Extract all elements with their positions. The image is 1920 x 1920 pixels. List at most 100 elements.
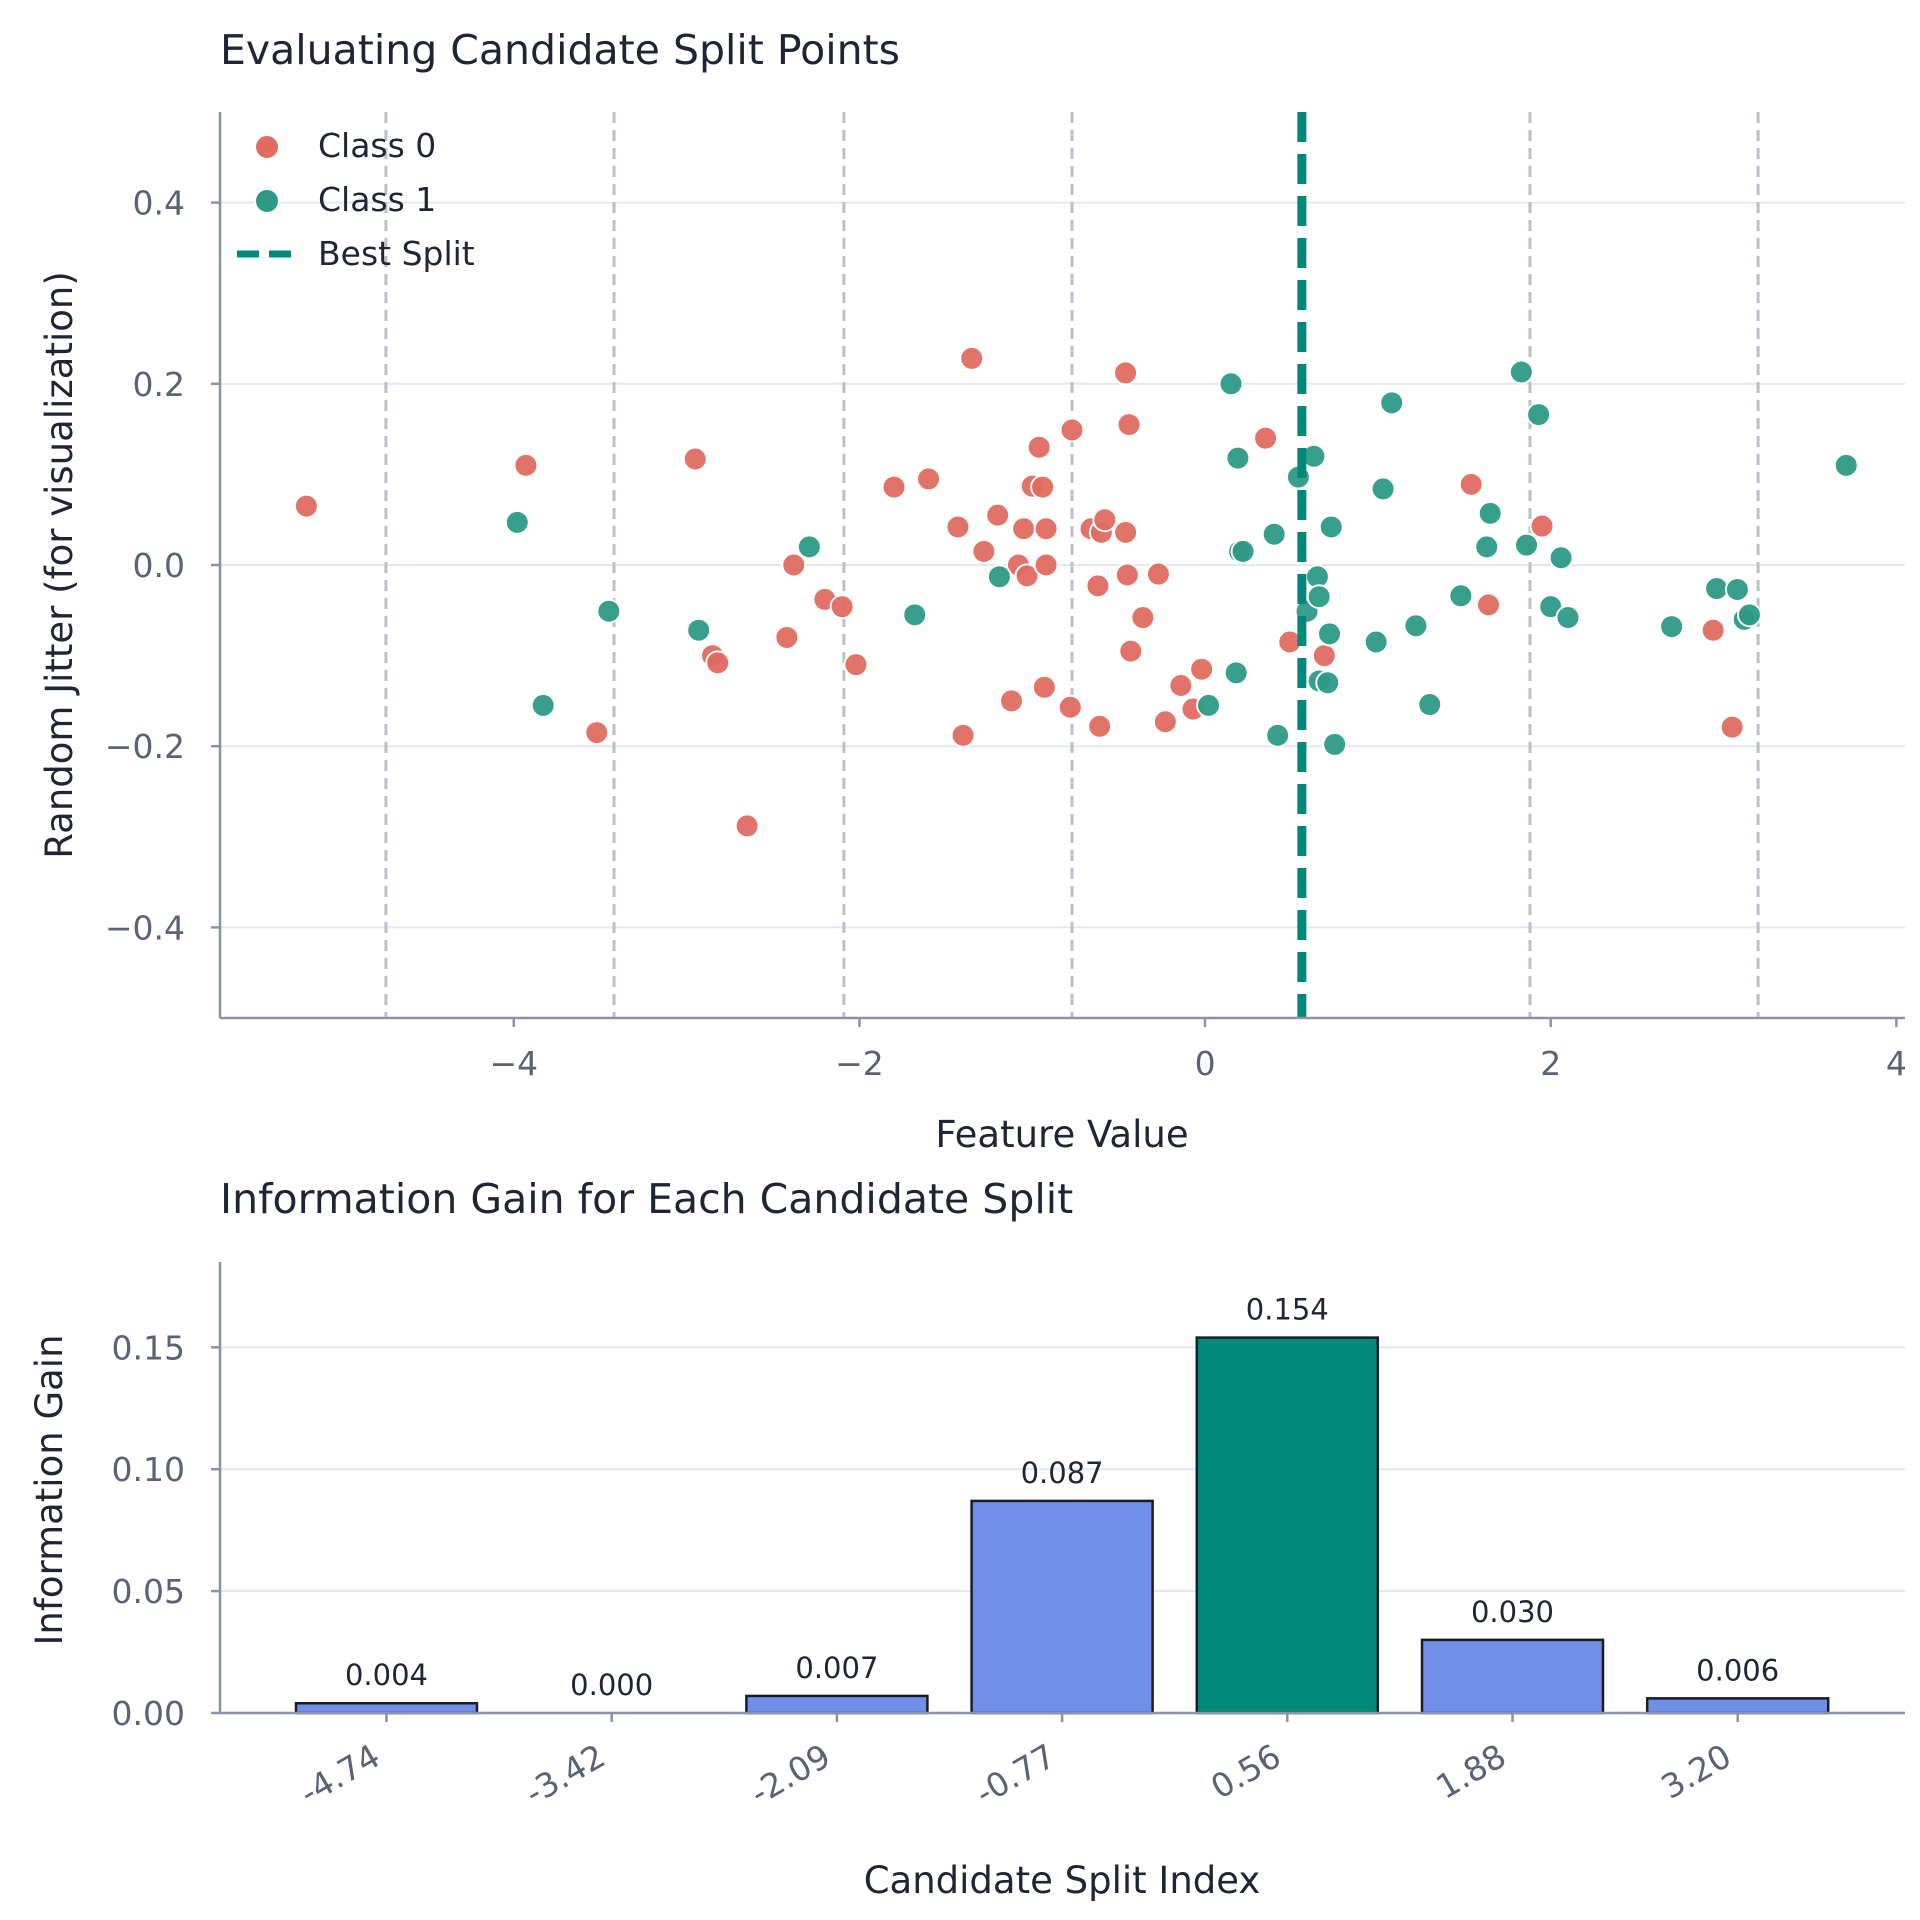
scatter-title: Evaluating Candidate Split Points xyxy=(220,26,900,74)
scatter-points xyxy=(293,345,1859,839)
class-0-point-29 xyxy=(1057,694,1083,720)
class-0-point-47 xyxy=(1253,425,1279,451)
class-0-point-17 xyxy=(971,538,997,564)
class-0-point-24 xyxy=(1026,434,1052,460)
class-0-point-54 xyxy=(1719,714,1745,740)
class-0-point-27 xyxy=(1033,516,1059,542)
class-1-point-29 xyxy=(1417,692,1443,718)
legend: Class 0 Class 1 Best Split xyxy=(237,126,475,273)
class-0-point-1 xyxy=(513,452,539,478)
class-0-point-39 xyxy=(1116,412,1142,438)
bar-value-labels: 0.004 0.000 0.007 0.087 0.154 0.030 0.006 xyxy=(345,1293,1779,1702)
class-1-point-14 xyxy=(1265,722,1291,748)
class-0-point-12 xyxy=(881,474,907,500)
bar-y-tick-label-1: 0.05 xyxy=(112,1572,185,1611)
class-1-point-1 xyxy=(530,692,556,718)
bar-4 xyxy=(1195,1336,1380,1715)
class-0-point-41 xyxy=(1130,605,1156,631)
class-1-point-41 xyxy=(1724,576,1750,602)
bar-y-axis-label: Information Gain xyxy=(28,1334,71,1645)
class-1-point-19 xyxy=(1306,584,1332,610)
scatter-chart: Evaluating Candidate Split Points −4 −2 0 2… xyxy=(38,26,1907,1156)
class-0-point-13 xyxy=(916,466,942,492)
bar-x-tick-label-1: -3.42 xyxy=(518,1736,611,1812)
class-0-point-50 xyxy=(1458,471,1484,497)
bar-0 xyxy=(294,1701,479,1715)
class-0-point-33 xyxy=(1087,713,1113,739)
class-1-point-0 xyxy=(504,509,530,535)
class-0-point-18 xyxy=(985,502,1011,528)
bar-x-ticks: -4.74 -3.42 -2.09 -0.77 0.56 1.88 3.20 xyxy=(293,1713,1739,1813)
class-1-point-28 xyxy=(1403,613,1429,639)
class-0-point-26 xyxy=(1031,674,1057,700)
scatter-y-tick-label-3: 0.2 xyxy=(133,365,185,404)
class-1-point-38 xyxy=(1555,605,1581,631)
bar-x-tick-label-4: 0.56 xyxy=(1204,1736,1287,1807)
class-1-point-27 xyxy=(1379,390,1405,416)
class-1-point-26 xyxy=(1370,476,1396,502)
scatter-y-tick-label-2: 0.0 xyxy=(133,546,185,585)
bar-6 xyxy=(1645,1697,1830,1715)
class-1-point-35 xyxy=(1526,402,1552,428)
class-1-point-5 xyxy=(902,602,928,628)
legend-class-1-label: Class 1 xyxy=(318,180,436,219)
class-0-point-0 xyxy=(293,493,319,519)
class-0-point-8 xyxy=(781,552,807,578)
class-0-point-10 xyxy=(829,594,855,620)
scatter-x-tick-label-0: −4 xyxy=(489,1044,538,1083)
class-0-point-32 xyxy=(1085,573,1111,599)
bar-5 xyxy=(1420,1638,1605,1715)
bar-x-tick-label-3: -0.77 xyxy=(969,1736,1062,1812)
class-1-point-7 xyxy=(1196,692,1222,718)
class-1-point-39 xyxy=(1659,614,1685,640)
bar-3 xyxy=(970,1499,1154,1715)
scatter-x-tick-label-3: 2 xyxy=(1540,1044,1561,1083)
class-1-point-6 xyxy=(986,564,1012,590)
bar-value-label-4: 0.154 xyxy=(1246,1293,1329,1327)
class-1-point-4 xyxy=(796,534,822,560)
bar-x-tick-label-2: -2.09 xyxy=(743,1736,836,1812)
class-0-point-42 xyxy=(1145,561,1171,587)
bar-value-label-6: 0.006 xyxy=(1696,1653,1779,1687)
class-1-point-10 xyxy=(1225,445,1251,471)
class-0-point-7 xyxy=(774,624,800,650)
class-1-point-12 xyxy=(1230,538,1256,564)
class-1-point-43 xyxy=(1736,602,1762,628)
class-1-point-34 xyxy=(1514,532,1540,558)
bar-y-tick-label-2: 0.10 xyxy=(112,1450,185,1489)
class-0-point-21 xyxy=(1011,516,1037,542)
class-0-point-52 xyxy=(1529,513,1555,539)
class-0-point-43 xyxy=(1152,709,1178,735)
class-0-point-14 xyxy=(945,514,971,540)
class-0-point-19 xyxy=(999,688,1025,714)
legend-class-1-marker xyxy=(254,188,280,214)
class-0-point-40 xyxy=(1118,638,1144,664)
class-1-point-24 xyxy=(1322,731,1348,757)
bar-chart: Information Gain for Each Candidate Spli… xyxy=(28,1175,1905,1902)
class-0-point-11 xyxy=(843,652,869,678)
candidate-split-lines xyxy=(384,112,1760,1018)
class-0-point-16 xyxy=(959,345,985,371)
scatter-y-axis-label: Random Jitter (for visualization) xyxy=(38,271,81,859)
class-1-point-31 xyxy=(1474,534,1500,560)
class-1-point-21 xyxy=(1315,670,1341,696)
scatter-x-tick-label-2: 0 xyxy=(1195,1044,1216,1083)
class-0-point-25 xyxy=(1030,474,1056,500)
legend-class-0-label: Class 0 xyxy=(318,126,436,165)
scatter-gridlines xyxy=(220,201,1905,929)
class-0-point-30 xyxy=(1059,417,1085,443)
scatter-y-ticks: −0.4 −0.2 0.0 0.2 0.4 xyxy=(105,184,220,947)
scatter-x-axis-label: Feature Value xyxy=(935,1113,1188,1156)
class-0-point-28 xyxy=(1033,552,1059,578)
bar-title: Information Gain for Each Candidate Spli… xyxy=(220,1175,1073,1223)
class-1-point-37 xyxy=(1548,545,1574,571)
class-0-point-3 xyxy=(682,446,708,472)
bar-y-tick-label-0: 0.00 xyxy=(112,1694,185,1733)
scatter-x-ticks: −4 −2 0 2 4 xyxy=(489,1018,1907,1083)
class-0-point-36 xyxy=(1113,360,1139,386)
scatter-y-tick-label-0: −0.4 xyxy=(105,908,185,947)
bar-value-label-1: 0.000 xyxy=(570,1668,653,1702)
class-1-point-2 xyxy=(596,598,622,624)
class-1-point-9 xyxy=(1223,660,1249,686)
